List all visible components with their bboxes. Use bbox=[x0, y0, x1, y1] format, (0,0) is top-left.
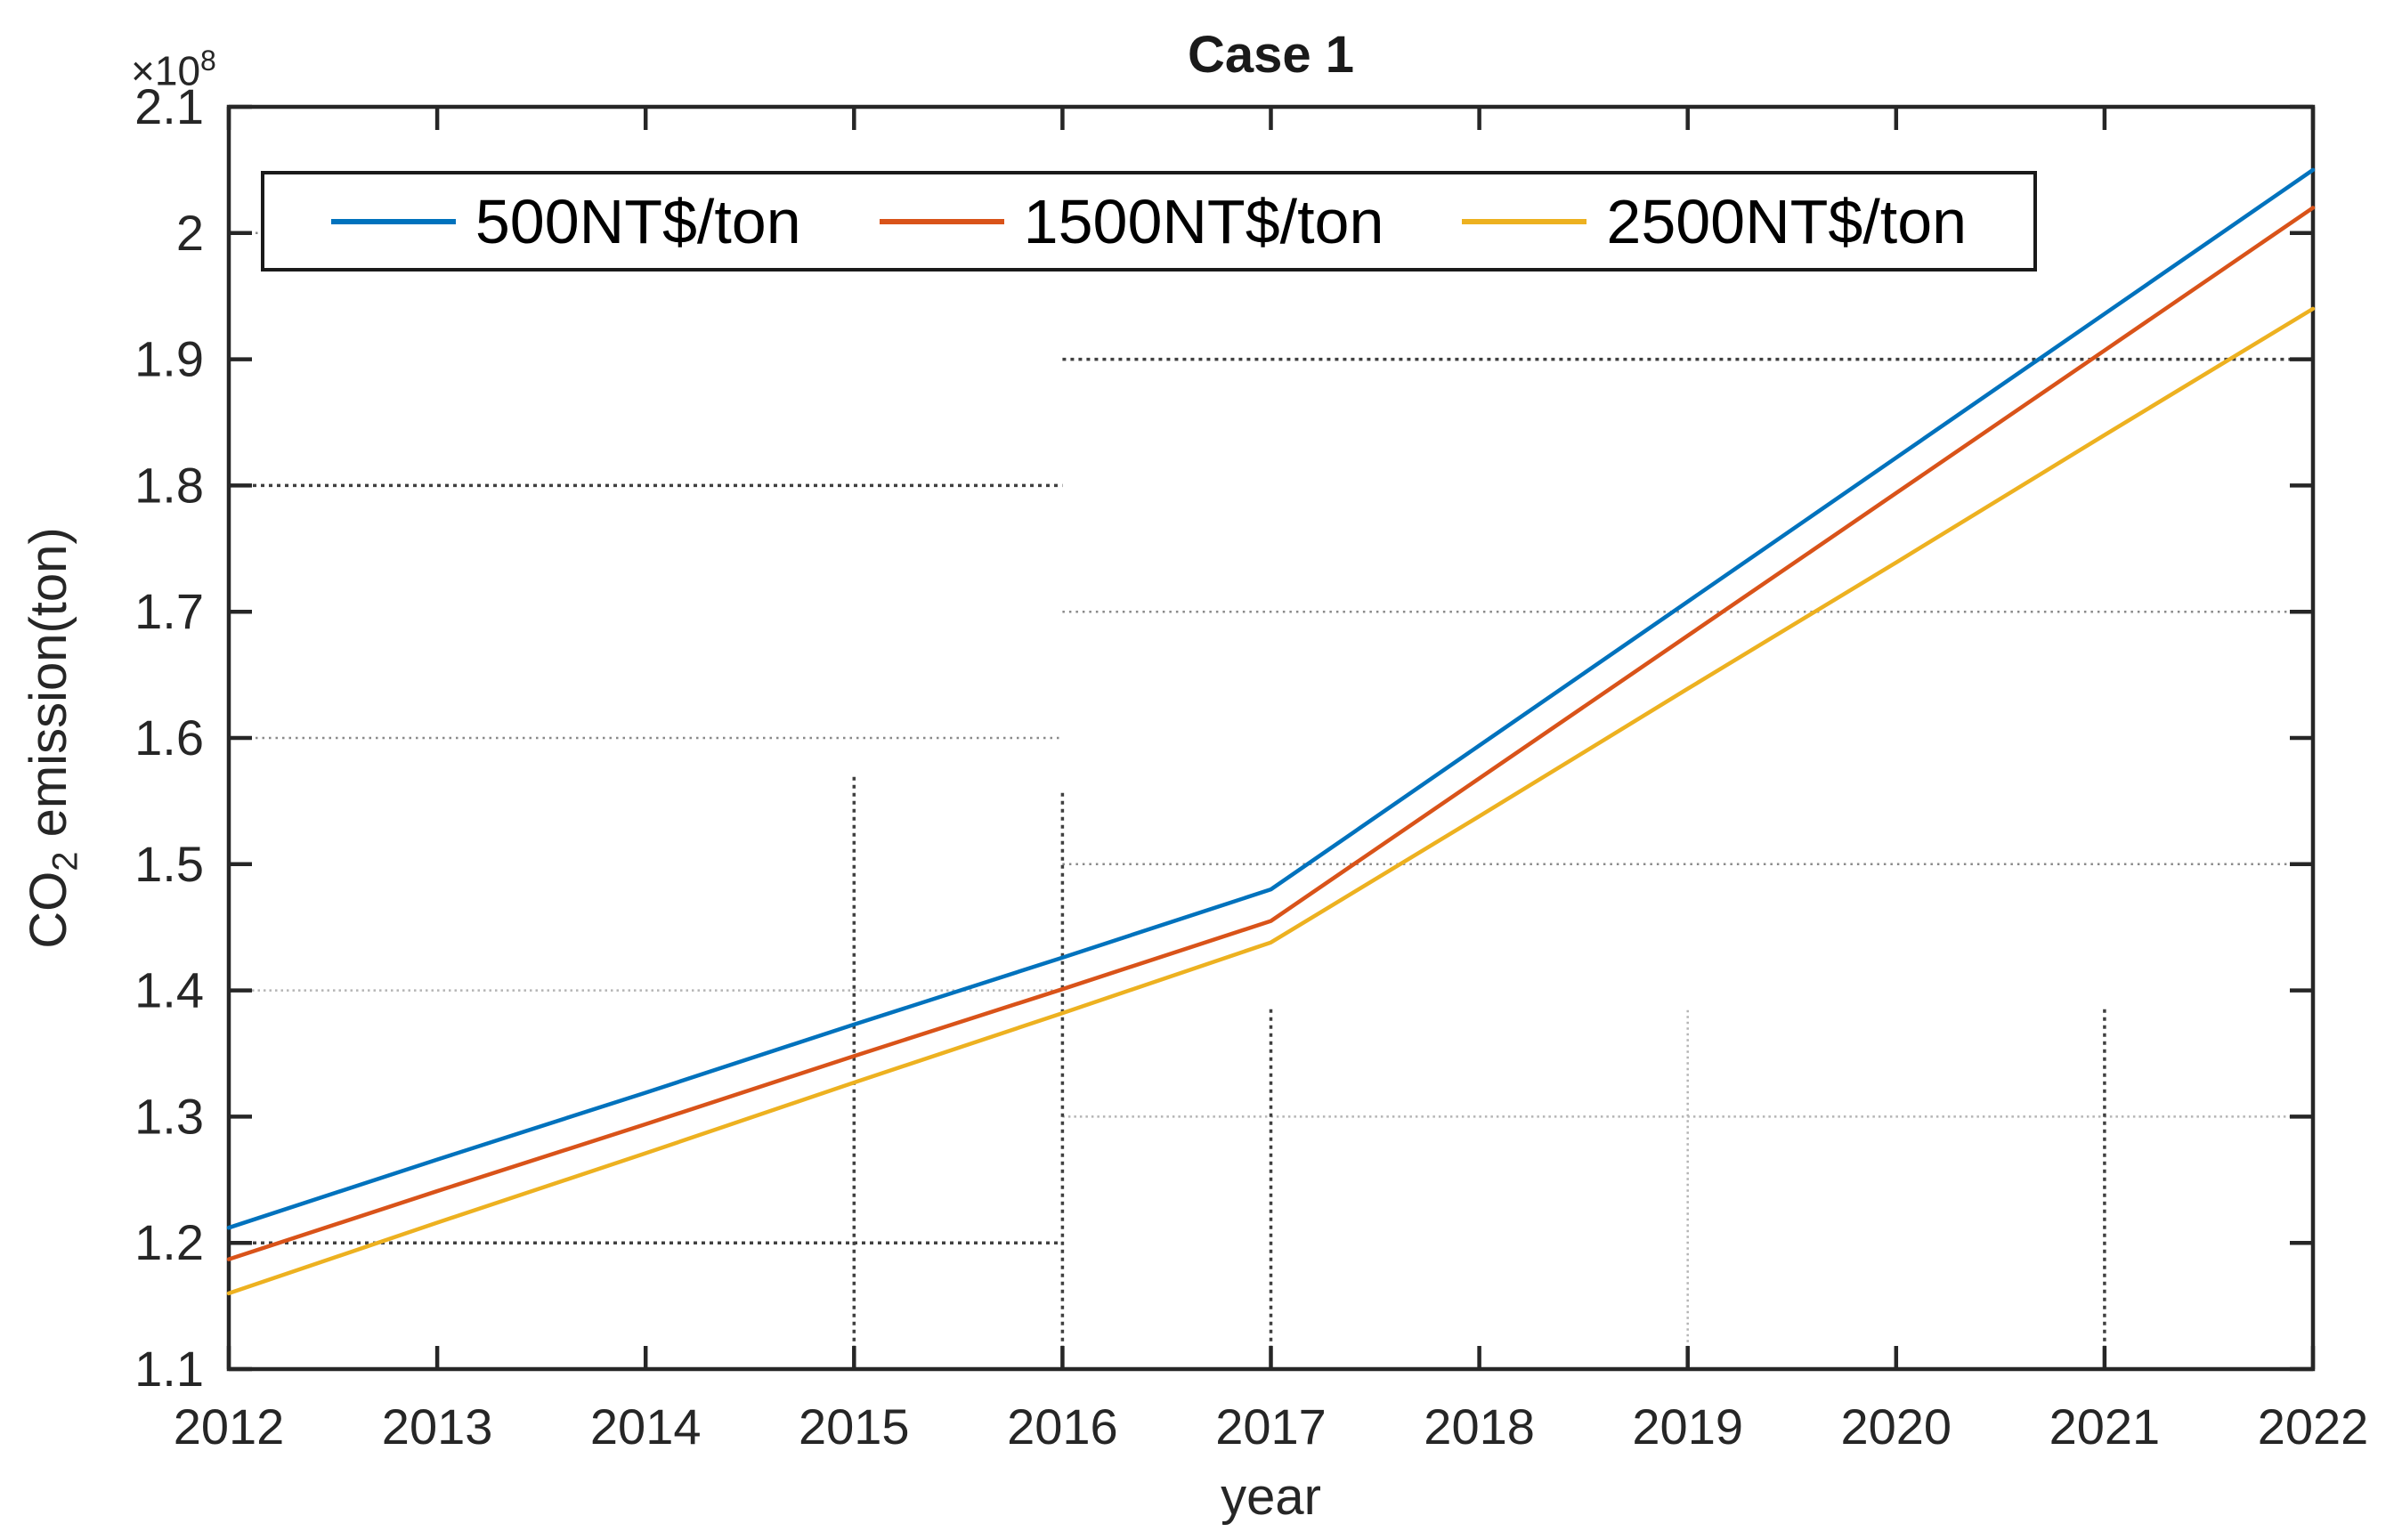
legend-line-sample-red bbox=[879, 218, 1004, 224]
y-tick-label: 1.3 bbox=[134, 1088, 204, 1144]
x-tick-label: 2015 bbox=[799, 1398, 910, 1455]
legend-entry-2500: 2500NT$/ton bbox=[1462, 186, 1967, 257]
y-tick-label: 1.2 bbox=[134, 1214, 204, 1270]
x-tick-label: 2020 bbox=[1841, 1398, 1952, 1455]
y-tick-label: 2.1 bbox=[134, 78, 204, 134]
y-tick-label: 2 bbox=[176, 205, 204, 261]
y-axis-multiplier-base: ×10 bbox=[131, 47, 201, 94]
legend-line-sample-yellow bbox=[1462, 218, 1587, 224]
x-tick-label: 2019 bbox=[1632, 1398, 1743, 1455]
y-tick-label: 1.8 bbox=[134, 457, 204, 513]
y-tick-label: 1.9 bbox=[134, 331, 204, 387]
legend-label: 500NT$/ton bbox=[475, 186, 801, 256]
x-tick-label: 2012 bbox=[174, 1398, 285, 1455]
x-tick-label: 2016 bbox=[1007, 1398, 1118, 1455]
series-line-1500nt-ton bbox=[226, 206, 2316, 1261]
legend-label: 2500NT$/ton bbox=[1606, 186, 1968, 256]
y-tick-label: 1.1 bbox=[134, 1341, 204, 1397]
x-tick-label: 2017 bbox=[1215, 1398, 1327, 1455]
y-tick-label: 1.4 bbox=[134, 962, 204, 1018]
y-axis-label-text: CO bbox=[20, 871, 77, 949]
y-tick-label: 1.7 bbox=[134, 583, 204, 639]
legend-entry-1500: 1500NT$/ton bbox=[879, 186, 1384, 257]
y-axis-multiplier: ×108 bbox=[131, 45, 216, 94]
x-tick-label: 2014 bbox=[590, 1398, 702, 1455]
series-line-2500nt-ton bbox=[226, 306, 2316, 1296]
legend: 500NT$/ton 1500NT$/ton 2500NT$/ton bbox=[261, 171, 2037, 272]
legend-entry-500: 500NT$/ton bbox=[330, 186, 801, 257]
y-axis-label: CO2 emission(ton) bbox=[13, 293, 85, 1183]
y-axis-label-suffix: emission(ton) bbox=[20, 527, 77, 852]
chart-title: Case 1 bbox=[1187, 26, 1355, 84]
x-tick-label: 2018 bbox=[1424, 1398, 1535, 1455]
y-tick-label: 1.6 bbox=[134, 709, 204, 766]
x-axis-label: year bbox=[1221, 1468, 1321, 1526]
x-tick-label: 2013 bbox=[382, 1398, 493, 1455]
y-tick-label: 1.5 bbox=[134, 836, 204, 892]
x-tick-label: 2022 bbox=[2258, 1398, 2369, 1455]
legend-line-sample-blue bbox=[330, 218, 456, 224]
y-axis-label-subscript: 2 bbox=[45, 851, 85, 871]
x-tick-label: 2021 bbox=[2049, 1398, 2161, 1455]
legend-label: 1500NT$/ton bbox=[1023, 186, 1384, 256]
series-line-500nt-ton bbox=[226, 167, 2316, 1230]
y-axis-multiplier-exponent: 8 bbox=[200, 45, 216, 77]
